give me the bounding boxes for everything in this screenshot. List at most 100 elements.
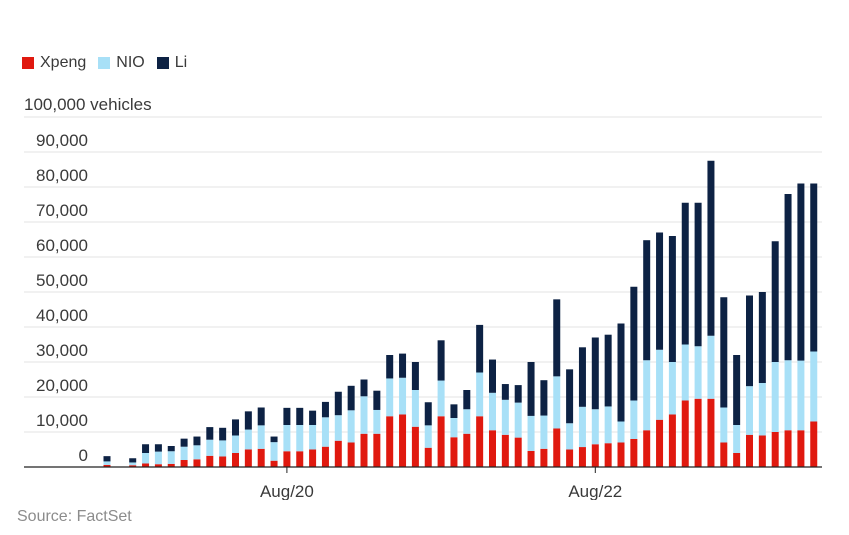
bar-xpeng xyxy=(103,464,111,467)
bar-nio xyxy=(527,415,535,451)
bar-li xyxy=(578,347,586,407)
bar-xpeng xyxy=(720,442,728,467)
bar-xpeng xyxy=(514,437,522,467)
bar-li xyxy=(309,410,317,425)
bar-nio xyxy=(643,360,651,431)
bar-xpeng xyxy=(347,442,355,467)
bar-xpeng xyxy=(617,442,625,467)
bar-nio xyxy=(707,335,715,399)
bar-li xyxy=(411,362,419,390)
bar-li xyxy=(154,444,162,452)
bar-li xyxy=(386,355,394,379)
bar-li xyxy=(437,340,445,381)
bar-li xyxy=(463,390,471,410)
legend-item-xpeng: Xpeng xyxy=(22,54,86,72)
bar-nio xyxy=(321,417,329,447)
bar-nio xyxy=(540,415,548,449)
bar-nio xyxy=(784,360,792,431)
bar-xpeng xyxy=(244,449,252,467)
bar-xpeng xyxy=(399,414,407,467)
bar-li xyxy=(566,369,574,424)
bar-li xyxy=(656,232,664,350)
bar-xpeng xyxy=(321,446,329,467)
bar-li xyxy=(630,286,638,401)
bar-nio xyxy=(193,445,201,460)
bar-xpeng xyxy=(309,449,317,467)
bar-li xyxy=(232,419,239,436)
bar-nio xyxy=(450,418,458,438)
bar-li xyxy=(142,444,150,453)
bar-xpeng xyxy=(707,398,715,467)
bar-nio xyxy=(476,372,484,417)
y-tick-label: 20,000 xyxy=(36,376,88,395)
bar-xpeng xyxy=(476,416,484,467)
bars xyxy=(103,160,818,467)
bar-li xyxy=(476,324,484,373)
bar-li xyxy=(296,407,304,425)
bar-xpeng xyxy=(232,453,239,467)
bar-xpeng xyxy=(771,432,779,467)
bar-nio xyxy=(553,376,561,429)
y-tick-label: 50,000 xyxy=(36,271,88,290)
bar-nio xyxy=(668,362,676,415)
bar-xpeng xyxy=(746,434,753,467)
bar-xpeng xyxy=(643,430,651,467)
bar-xpeng xyxy=(334,440,342,467)
bar-li xyxy=(373,390,381,410)
bar-li xyxy=(681,202,689,345)
bar-li xyxy=(758,292,766,383)
axes: 0 10,000 20,000 30,000 40,000 50,000 60,000 70,… xyxy=(24,131,822,500)
bar-nio xyxy=(386,378,394,417)
bar-li xyxy=(501,384,509,400)
stacked-bar-chart: 0 10,000 20,000 30,000 40,000 50,000 60,000 70,… xyxy=(24,95,822,500)
bar-nio xyxy=(746,386,753,435)
bar-xpeng xyxy=(656,419,664,467)
bar-xpeng xyxy=(167,463,175,467)
bar-nio xyxy=(578,406,586,448)
bar-li xyxy=(733,355,741,425)
bar-li xyxy=(771,241,779,362)
bar-li xyxy=(360,379,368,397)
bar-nio xyxy=(656,349,664,420)
bar-nio xyxy=(681,344,689,401)
bar-xpeng xyxy=(604,443,612,467)
bar-nio xyxy=(206,439,214,456)
bar-nio xyxy=(257,425,265,449)
bar-xpeng xyxy=(270,460,278,467)
y-tick-label: 60,000 xyxy=(36,236,88,255)
bar-nio xyxy=(270,442,278,461)
bar-li xyxy=(167,446,175,452)
bar-li xyxy=(257,407,265,426)
legend-label: Li xyxy=(174,54,188,71)
bar-li xyxy=(797,183,805,361)
bar-li xyxy=(540,380,548,416)
bar-xpeng xyxy=(463,433,471,467)
bar-li xyxy=(591,337,599,410)
bar-xpeng xyxy=(386,416,394,467)
bar-nio xyxy=(694,346,702,399)
bar-nio xyxy=(514,402,522,438)
bar-li xyxy=(553,299,561,377)
bar-nio xyxy=(296,425,304,452)
bar-xpeng xyxy=(257,448,265,467)
bar-xpeng xyxy=(154,464,162,467)
y-tick-label: 80,000 xyxy=(36,166,88,185)
bar-li xyxy=(784,194,792,361)
bar-li xyxy=(206,427,214,440)
bar-xpeng xyxy=(784,430,792,467)
bar-nio xyxy=(424,425,432,448)
bar-nio xyxy=(489,392,496,431)
bar-nio xyxy=(103,461,111,465)
y-axis-unit-label: 100,000 vehicles xyxy=(24,95,152,114)
bar-xpeng xyxy=(540,448,548,467)
bar-li xyxy=(604,334,612,407)
bar-xpeng xyxy=(219,456,227,467)
bar-nio xyxy=(733,425,741,453)
bar-xpeng xyxy=(578,447,586,467)
bar-xpeng xyxy=(360,433,368,467)
legend-swatch xyxy=(22,57,34,69)
y-tick-label: 0 xyxy=(79,446,88,465)
bar-xpeng xyxy=(489,430,496,467)
bar-xpeng xyxy=(733,453,741,467)
bar-li xyxy=(283,407,291,425)
